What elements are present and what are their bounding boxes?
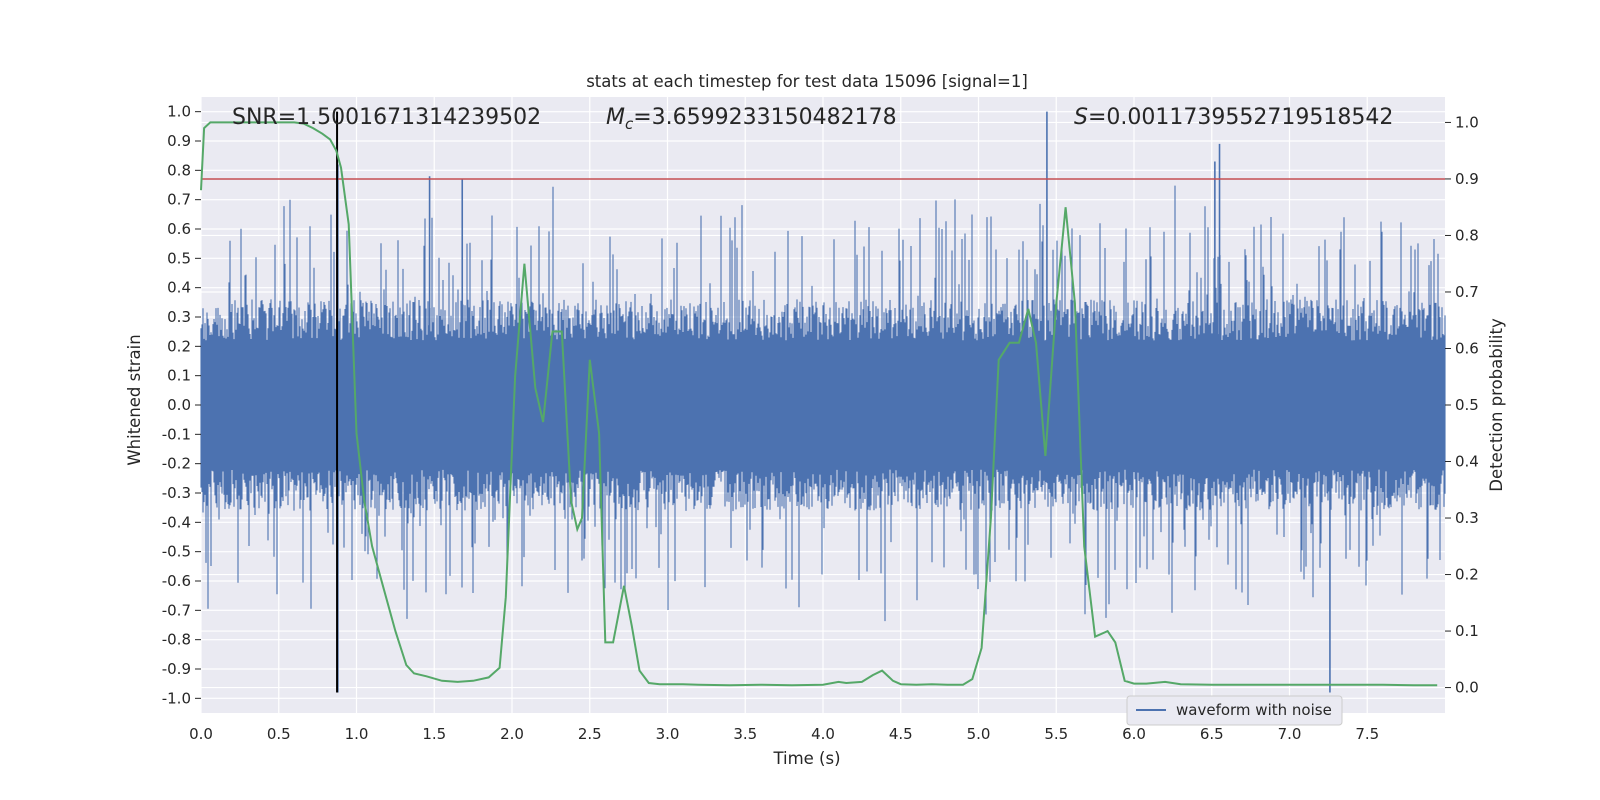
y-right-tick-label: 0.0 (1455, 679, 1479, 697)
x-tick-label: 3.0 (656, 725, 680, 743)
y-left-tick-label: 0.0 (167, 396, 191, 414)
legend-entry: waveform with noise (1176, 701, 1332, 719)
y-left-tick-label: -0.9 (162, 660, 191, 678)
y-left-tick-label: -0.2 (162, 455, 191, 473)
x-tick-label: 6.5 (1200, 725, 1224, 743)
y-left-tick-label: -0.8 (162, 631, 191, 649)
chirp-mass-annotation: Mc=3.6599233150482178 (606, 105, 897, 133)
y-left-tick-label: -0.5 (162, 543, 191, 561)
y-left-tick-label: -1.0 (162, 689, 191, 707)
x-tick-label: 7.0 (1278, 725, 1302, 743)
y-left-tick-label: -0.1 (162, 425, 191, 443)
y-left-tick-label: -0.3 (162, 484, 191, 502)
y-right-axis-label: Detection probability (1487, 318, 1506, 492)
s-statistic-annotation: S=0.0011739552719518542 (1074, 105, 1393, 130)
y-left-tick-label: 1.0 (167, 103, 191, 121)
legend: waveform with noise (1126, 695, 1343, 726)
y-left-axis-ticks: 1.0 0.9 0.8 0.7 0.6 0.5 0.4 0.3 0.2 0.1 0.0 -0.1 -0.… (162, 103, 201, 707)
x-tick-label: 2.0 (500, 725, 524, 743)
y-right-tick-label: 0.1 (1455, 622, 1479, 640)
y-right-tick-label: 0.7 (1455, 283, 1479, 301)
y-left-tick-label: 0.6 (167, 220, 191, 238)
y-left-tick-label: -0.6 (162, 572, 191, 590)
chart-title: stats at each timestep for test data 150… (586, 72, 1028, 91)
waveform-noise-band (200, 185, 1446, 622)
detection-probability-line (200, 121, 1438, 687)
y-left-tick-label: 0.5 (167, 249, 191, 267)
x-axis-label: Time (s) (772, 749, 840, 768)
y-left-tick-label: 0.1 (167, 367, 191, 385)
y-left-tick-label: 0.7 (167, 191, 191, 209)
y-left-tick-label: 0.2 (167, 337, 191, 355)
y-right-tick-label: 0.5 (1455, 396, 1479, 414)
chirp-mass-symbol: M (606, 105, 625, 130)
x-tick-label: 1.5 (422, 725, 446, 743)
y-right-tick-label: 0.8 (1455, 226, 1479, 244)
y-left-axis-label: Whitened strain (125, 334, 144, 465)
y-right-axis-ticks: 1.0 0.9 0.8 0.7 0.6 0.5 0.4 0.3 0.2 0.1 0.0 (1445, 113, 1479, 697)
y-left-tick-label: 0.3 (167, 308, 191, 326)
y-right-tick-label: 0.4 (1455, 453, 1479, 471)
y-right-tick-label: 0.2 (1455, 566, 1479, 584)
overlay-lines (200, 111, 1445, 693)
y-left-tick-label: 0.9 (167, 132, 191, 150)
x-tick-label: 3.5 (733, 725, 757, 743)
y-left-tick-label: -0.7 (162, 601, 191, 619)
chirp-mass-subscript: c (625, 115, 634, 133)
x-tick-label: 7.5 (1355, 725, 1379, 743)
s-statistic-value: =0.0011739552719518542 (1088, 105, 1393, 130)
x-tick-label: 4.0 (811, 725, 835, 743)
x-tick-label: 1.0 (345, 725, 369, 743)
x-tick-label: 5.0 (967, 725, 991, 743)
snr-annotation: SNR=1.5001671314239502 (232, 105, 541, 130)
x-axis-ticks: 0.0 0.5 1.0 1.5 2.0 2.5 3.0 3.5 4.0 4.5 5.0 5.5 6.0 6… (189, 725, 1379, 743)
s-statistic-symbol: S (1074, 105, 1088, 130)
x-tick-label: 4.5 (889, 725, 913, 743)
y-right-tick-label: 1.0 (1455, 113, 1479, 131)
legend-box (1126, 695, 1343, 726)
chirp-mass-value: =3.6599233150482178 (633, 105, 896, 130)
y-right-tick-label: 0.9 (1455, 170, 1479, 188)
y-right-tick-label: 0.3 (1455, 509, 1479, 527)
x-tick-label: 5.5 (1044, 725, 1068, 743)
y-left-tick-label: 0.8 (167, 161, 191, 179)
x-tick-label: 0.0 (189, 725, 213, 743)
y-right-tick-label: 0.6 (1455, 339, 1479, 357)
x-tick-label: 6.0 (1122, 725, 1146, 743)
y-left-tick-label: -0.4 (162, 513, 191, 531)
y-left-tick-label: 0.4 (167, 279, 191, 297)
x-tick-label: 2.5 (578, 725, 602, 743)
x-tick-label: 0.5 (267, 725, 291, 743)
